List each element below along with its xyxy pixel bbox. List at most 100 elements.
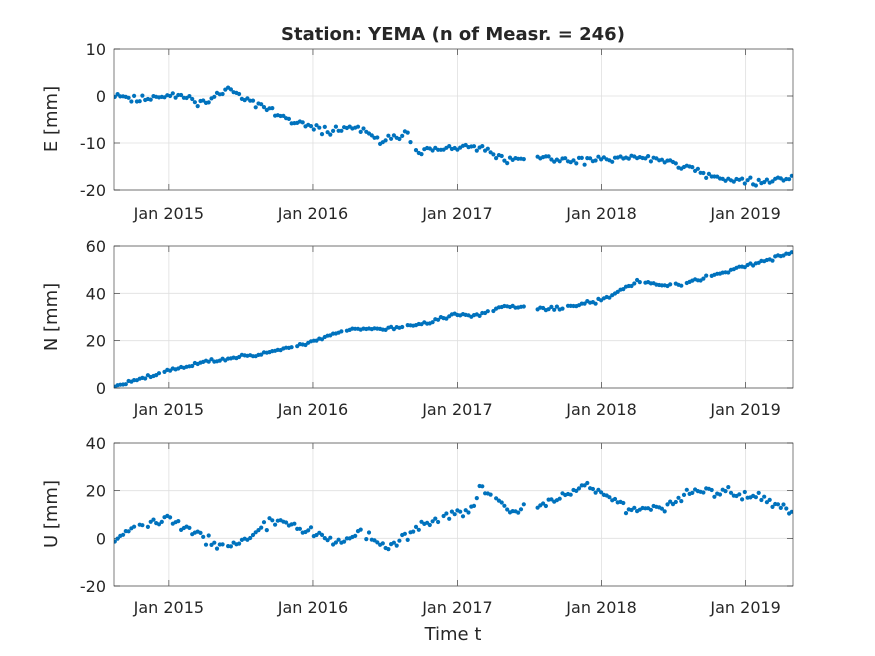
data-point [756, 177, 761, 182]
data-point [753, 183, 759, 188]
data-point [466, 510, 471, 515]
data-point [311, 127, 316, 132]
data-point [745, 178, 750, 183]
data-point [400, 133, 405, 138]
y-tick-label: 0 [96, 87, 106, 106]
data-point [764, 177, 770, 182]
data-point [690, 490, 695, 495]
data-point [411, 529, 416, 534]
data-point [250, 98, 256, 103]
data-point [659, 157, 665, 162]
data-point [740, 497, 745, 502]
data-point [787, 177, 792, 182]
data-point [637, 280, 642, 285]
data-point [552, 307, 557, 312]
data-point [447, 516, 452, 521]
data-point [366, 530, 372, 535]
data-point [413, 148, 419, 153]
data-point [717, 492, 723, 497]
panel-up: Jan 2015 Jan 2016 Jan 2017 Jan 2018 Jan 2019… [41, 434, 794, 617]
data-point [148, 97, 153, 102]
data-point [430, 320, 435, 325]
data-point [126, 529, 131, 534]
data-point [355, 124, 361, 129]
data-point [284, 520, 289, 525]
data-point [145, 524, 150, 530]
series-N [114, 250, 793, 388]
data-point [762, 180, 767, 185]
data-point [546, 307, 551, 312]
x-tick-label: Jan 2016 [277, 204, 348, 223]
data-point [778, 505, 783, 510]
x-tick-label: Jan 2017 [421, 204, 492, 223]
data-point [549, 497, 554, 502]
data-point [781, 502, 786, 507]
data-point [325, 130, 330, 135]
series-E [114, 85, 793, 188]
x-tick-label: Jan 2016 [277, 598, 348, 617]
data-point [413, 524, 419, 530]
data-point [397, 538, 402, 543]
data-point [212, 540, 217, 545]
data-point [557, 159, 562, 164]
data-point [259, 525, 264, 530]
data-point [292, 521, 297, 526]
data-point [339, 329, 344, 334]
data-point [748, 175, 753, 180]
x-axis-label: Time t [424, 624, 482, 645]
data-point [187, 94, 192, 99]
data-point [623, 510, 629, 516]
data-point [770, 179, 775, 184]
data-point [176, 519, 181, 524]
x-tick-label: Jan 2016 [277, 400, 348, 419]
y-tick-label: 20 [86, 482, 106, 501]
data-point [383, 138, 388, 143]
data-point [391, 133, 396, 138]
data-point [179, 92, 184, 98]
y-tick-label: 20 [86, 332, 106, 351]
data-point [516, 510, 521, 515]
data-point [706, 171, 712, 176]
data-point [333, 540, 338, 545]
data-point [444, 511, 449, 516]
data-point [328, 132, 333, 137]
data-point [621, 500, 626, 506]
data-point [742, 181, 747, 186]
data-point [690, 165, 695, 170]
axes-frame [113, 245, 794, 389]
data-point [505, 507, 510, 512]
data-point [668, 282, 673, 287]
data-point [753, 495, 759, 500]
data-point [632, 281, 637, 286]
data-point [585, 480, 590, 486]
data-point [314, 123, 319, 128]
data-point [599, 490, 604, 495]
y-tick-label: -10 [80, 134, 106, 153]
data-point [173, 95, 178, 100]
data-point [477, 313, 482, 318]
data-point [328, 535, 333, 540]
data-point [491, 152, 496, 157]
data-point [228, 544, 233, 549]
data-point [261, 105, 267, 110]
data-point [668, 499, 673, 504]
data-point [140, 523, 145, 528]
data-point [358, 129, 363, 134]
data-point [726, 270, 731, 275]
data-point [629, 283, 634, 289]
data-point [342, 539, 347, 544]
data-point [394, 543, 399, 548]
data-point [554, 304, 560, 309]
data-point [132, 93, 137, 98]
data-point [701, 490, 706, 495]
data-point [480, 484, 485, 489]
data-point [140, 93, 145, 98]
data-point [593, 301, 598, 306]
data-point [505, 161, 510, 166]
data-point [391, 540, 396, 545]
panel-north: Jan 2015 Jan 2016 Jan 2017 Jan 2018 Jan 2019… [41, 237, 794, 419]
x-tick-label: Jan 2018 [565, 204, 636, 223]
data-point [610, 159, 615, 164]
data-point [607, 495, 612, 500]
data-point [297, 526, 302, 531]
